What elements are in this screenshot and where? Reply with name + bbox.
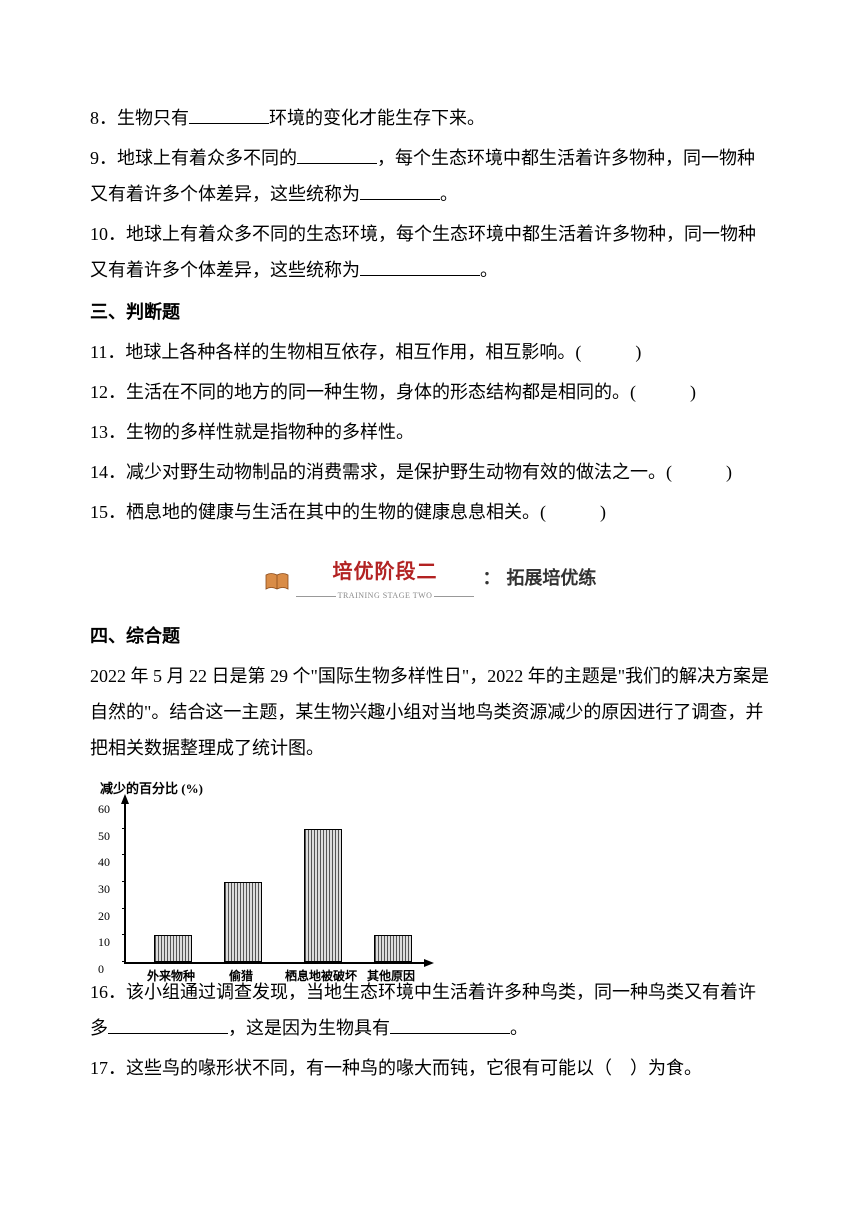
question-14: 14．减少对野生动物制品的消费需求，是保护野生动物有效的做法之一。( ): [90, 454, 770, 490]
q9-blank-2[interactable]: [360, 182, 440, 200]
y-tick-mark: [122, 801, 126, 802]
book-icon: [264, 568, 290, 588]
intro-text: 2022 年 5 月 22 日是第 29 个"国际生物多样性日"，2022 年的…: [90, 658, 770, 766]
x-axis-arrow-icon: [424, 959, 434, 967]
question-10: 10．地球上有着众多不同的生态环境，每个生态环境中都生活着许多物种，同一物种又有…: [90, 216, 770, 288]
question-8: 8．生物只有 环境的变化才能生存下来。: [90, 100, 770, 136]
q14-text: 减少对野生动物制品的消费需求，是保护野生动物有效的做法之一。( ): [126, 462, 732, 482]
y-tick-label: 30: [98, 877, 110, 901]
q16-num: 16．: [90, 982, 126, 1002]
y-tick-label: 20: [98, 904, 110, 928]
q9-num: 9．: [90, 148, 117, 168]
chart-bar: [154, 935, 192, 962]
q13-num: 13．: [90, 422, 126, 442]
chart-bar: [374, 935, 412, 962]
q17-text: 这些鸟的喙形状不同，有一种鸟的喙大而钝，它很有可能以（ ）为食。: [126, 1058, 702, 1078]
q11-text: 地球上各种各样的生物相互依存，相互作用，相互影响。( ): [125, 342, 641, 362]
q17-num: 17．: [90, 1058, 126, 1078]
q16-blank-1[interactable]: [108, 1016, 228, 1034]
q10-blank[interactable]: [360, 258, 480, 276]
q16-c: 。: [510, 1018, 528, 1038]
y-tick-label: 10: [98, 930, 110, 954]
section-3-title: 三、判断题: [90, 294, 770, 330]
q15-text: 栖息地的健康与生活在其中的生物的健康息息相关。( ): [126, 502, 606, 522]
q11-num: 11．: [90, 342, 125, 362]
y-tick-label: 0: [98, 957, 104, 981]
y-axis-arrow-icon: [121, 794, 129, 804]
y-tick-mark: [122, 908, 126, 909]
q16-b: ，这是因为生物具有: [228, 1018, 390, 1038]
q8-post: 环境的变化才能生存下来。: [269, 108, 485, 128]
q9-a: 地球上有着众多不同的: [117, 148, 297, 168]
q12-text: 生活在不同的地方的同一种生物，身体的形态结构都是相同的。( ): [126, 382, 696, 402]
question-11: 11．地球上各种各样的生物相互依存，相互作用，相互影响。( ): [90, 334, 770, 370]
chart-plot-area: 0102030405060: [124, 804, 424, 964]
question-17: 17．这些鸟的喙形状不同，有一种鸟的喙大而钝，它很有可能以（ ）为食。: [90, 1050, 770, 1086]
stage-suffix: 拓展培优练: [506, 560, 596, 596]
q13-text: 生物的多样性就是指物种的多样性。: [126, 422, 414, 442]
y-tick-label: 50: [98, 824, 110, 848]
q8-pre: 生物只有: [117, 108, 189, 128]
q10-c: 。: [480, 260, 498, 280]
stage-banner: 培优阶段二 TRAINING STAGE TWO ： 拓展培优练: [90, 552, 770, 604]
y-tick-mark: [122, 934, 126, 935]
chart-y-title: 减少的百分比 (%): [100, 776, 440, 802]
stage-sub-en: TRAINING STAGE TWO: [294, 588, 477, 604]
q10-num: 10．: [90, 224, 126, 244]
q15-num: 15．: [90, 502, 126, 522]
chart-bar: [224, 882, 262, 962]
question-12: 12．生活在不同的地方的同一种生物，身体的形态结构都是相同的。( ): [90, 374, 770, 410]
q8-num: 8．: [90, 108, 117, 128]
bar-chart: 减少的百分比 (%) 0102030405060 外来物种偷猎栖息地被破坏其他原…: [100, 776, 440, 964]
y-tick-label: 40: [98, 850, 110, 874]
q9-blank-1[interactable]: [297, 146, 377, 164]
q8-blank[interactable]: [189, 106, 269, 124]
q9-c: 。: [440, 184, 458, 204]
q12-num: 12．: [90, 382, 126, 402]
q14-num: 14．: [90, 462, 126, 482]
y-tick-mark: [122, 961, 126, 962]
question-9: 9．地球上有着众多不同的，每个生态环境中都生活着许多物种，同一物种又有着许多个体…: [90, 140, 770, 212]
question-15: 15．栖息地的健康与生活在其中的生物的健康息息相关。( ): [90, 494, 770, 530]
y-tick-label: 60: [98, 797, 110, 821]
y-tick-mark: [122, 828, 126, 829]
stage-logo: 培优阶段二 TRAINING STAGE TWO: [264, 552, 477, 604]
section-4-title: 四、综合题: [90, 618, 770, 654]
stage-en-text: TRAINING STAGE TWO: [338, 591, 433, 600]
question-13: 13．生物的多样性就是指物种的多样性。: [90, 414, 770, 450]
q16-blank-2[interactable]: [390, 1016, 510, 1034]
chart-bar: [304, 829, 342, 962]
y-tick-mark: [122, 881, 126, 882]
stage-main-text: 培优阶段二: [333, 561, 438, 583]
stage-colon: ：: [482, 560, 500, 596]
y-tick-mark: [122, 854, 126, 855]
